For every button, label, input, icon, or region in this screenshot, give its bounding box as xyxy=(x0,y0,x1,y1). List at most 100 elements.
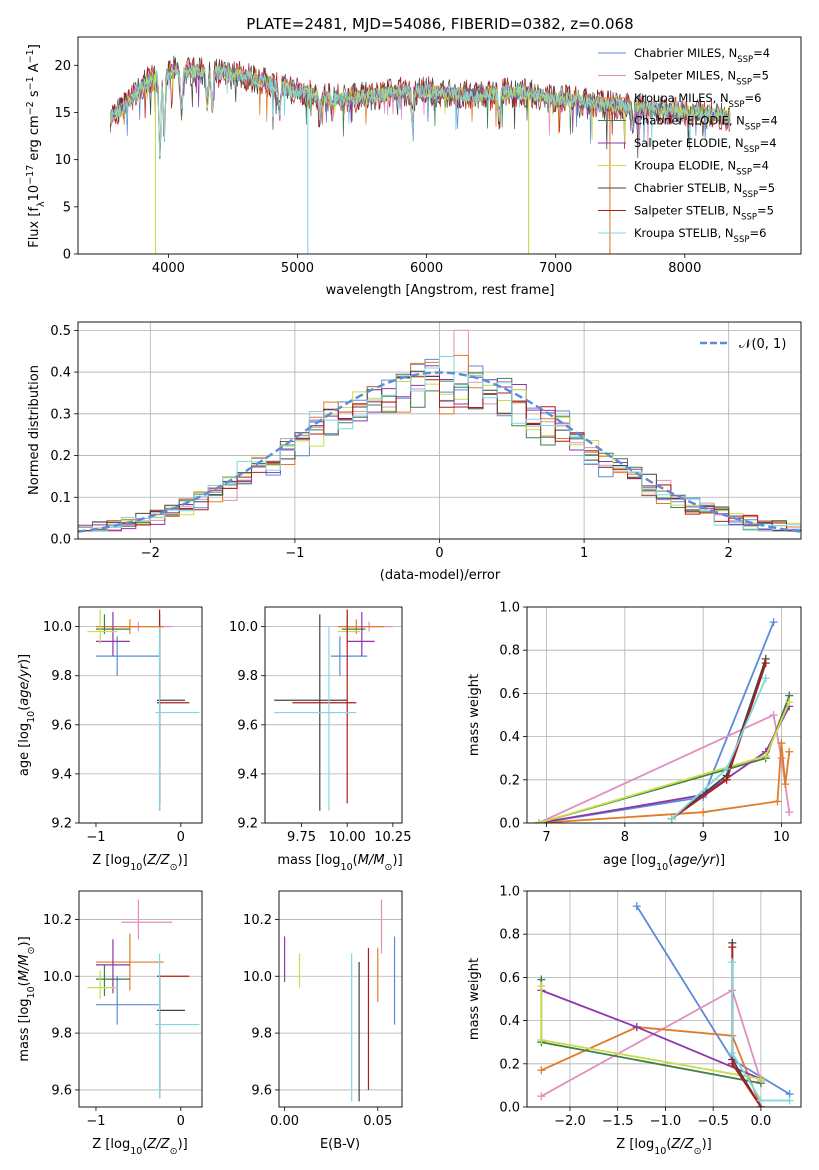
x-axis-label: Z [log10(Z/Z⊙)] xyxy=(616,1137,711,1157)
y-axis-label: Flux [fλ10−17 erg cm−2 s−1 A−1] xyxy=(25,44,47,248)
legend-label: Chabrier MILES, NSSP=4 xyxy=(634,46,770,65)
x-tick-label: −2.0 xyxy=(554,1114,586,1129)
label-part: =4 xyxy=(752,159,769,173)
y-tick-label: 10.0 xyxy=(229,620,258,635)
label-part: )] xyxy=(17,654,32,664)
data-point-marker xyxy=(777,739,786,748)
x-tick-label: 6000 xyxy=(410,261,443,276)
weight_vs_age-panel: 7 8 9 10 0.0 0.2 0.4 0.6 0.8 1.0 mass weight age [l… xyxy=(467,601,802,873)
label-part: s xyxy=(27,90,42,101)
label-part: =4 xyxy=(753,46,770,60)
label-part: erg cm xyxy=(27,115,42,164)
y-tick-label: 0.1 xyxy=(50,491,71,506)
x-tick-label: 0.0 xyxy=(751,1114,772,1129)
label-part: ( xyxy=(353,853,358,868)
label-part: =6 xyxy=(744,91,761,105)
x-tick-label: 0 xyxy=(177,1114,185,1129)
y-tick-label: 10.0 xyxy=(43,970,72,985)
x-tick-label: 8 xyxy=(621,830,629,845)
label-part: 10 xyxy=(341,862,353,873)
x-axis-label: age [log10(age/yr)] xyxy=(603,853,725,873)
label-part: SSP xyxy=(737,55,753,65)
label-part: age/yr xyxy=(673,853,716,868)
x-tick-label: 4000 xyxy=(152,261,185,276)
y-tick-label: 0.4 xyxy=(50,366,71,381)
label-part: −1 xyxy=(25,49,36,63)
label-part: )] xyxy=(393,853,403,868)
y-axis-label: age [log10(age/yr)] xyxy=(17,654,37,776)
label-part: SSP xyxy=(745,123,761,133)
x-axis-label: Z [log10(Z/Z⊙)] xyxy=(92,1137,187,1157)
data-point-marker xyxy=(761,752,770,761)
x-tick-label: 7 xyxy=(542,830,550,845)
data-point-marker xyxy=(769,618,778,627)
x-tick-label: −1 xyxy=(285,546,304,561)
data-point-marker xyxy=(785,808,794,817)
label-part: Flux [f xyxy=(27,207,42,248)
plot-area xyxy=(78,329,801,533)
weight-line xyxy=(538,713,791,823)
data-point-marker xyxy=(537,1066,546,1075)
label-part: Z [log xyxy=(616,1137,654,1152)
y-axis-label: mass weight xyxy=(467,674,482,756)
y-tick-label: 20 xyxy=(54,59,71,74)
label-part: ( xyxy=(142,1137,147,1152)
label-part: )] xyxy=(178,853,188,868)
x-tick-label: 9 xyxy=(699,830,707,845)
y-tick-label: 10.2 xyxy=(243,913,272,928)
weight-line xyxy=(540,989,762,1097)
x-tick-label: −1.5 xyxy=(602,1114,634,1129)
label-part: ( xyxy=(17,706,32,711)
label-part: Chabrier STELIB, N xyxy=(634,181,742,195)
data-point-marker xyxy=(761,659,770,668)
legend-label: Salpeter STELIB, NSSP=5 xyxy=(634,204,774,223)
x-axis-label: mass [log10(M/M⊙)] xyxy=(277,853,402,873)
label-part: λ xyxy=(36,201,47,207)
age_vs_mass-panel: 9.75 10.00 10.25 9.2 9.4 9.6 9.8 10.0 mass [log1… xyxy=(229,606,411,873)
label-part: 10 xyxy=(130,1146,142,1157)
legend-label: 𝒩(0, 1) xyxy=(739,337,786,352)
data-point-marker xyxy=(728,1059,737,1068)
x-tick-label: 2 xyxy=(725,546,733,561)
x-tick-label: 0.00 xyxy=(270,1114,299,1129)
y-tick-label: 0.6 xyxy=(499,687,520,702)
y-tick-label: 0.0 xyxy=(499,1101,520,1116)
plot-area xyxy=(87,899,200,1099)
label-part: age [log xyxy=(603,853,656,868)
y-tick-label: 9.8 xyxy=(51,1027,72,1042)
legend-label: Kroupa MILES, NSSP=6 xyxy=(634,91,761,110)
data-point-marker xyxy=(756,1074,765,1083)
legend-label: Kroupa ELODIE, NSSP=4 xyxy=(634,159,769,178)
y-tick-label: 9.8 xyxy=(237,669,258,684)
label-part: ⊙ xyxy=(170,862,178,873)
data-point-marker xyxy=(632,902,641,911)
legend-label: Chabrier ELODIE, NSSP=4 xyxy=(634,114,778,133)
label-part: =6 xyxy=(749,226,766,240)
y-tick-label: 0.2 xyxy=(499,1057,520,1072)
gaussian-curve xyxy=(78,371,801,533)
plot-area xyxy=(87,609,200,811)
x-tick-label: 7000 xyxy=(539,261,572,276)
label-part: ⊙ xyxy=(385,862,393,873)
y-axis-label: Normed distribution xyxy=(27,365,42,495)
label-part: 10 xyxy=(654,1146,666,1157)
y-tick-label: 9.6 xyxy=(51,1083,72,1098)
axes-frame xyxy=(526,890,802,1108)
label-part: ⊙ xyxy=(26,947,37,955)
axes-frame xyxy=(77,321,802,540)
label-part: Z/Z xyxy=(146,853,170,868)
legend-label: Salpeter ELODIE, NSSP=4 xyxy=(634,136,777,155)
histogram-step xyxy=(78,376,801,532)
label-part: 10 xyxy=(130,862,142,873)
label-part: A xyxy=(27,63,42,76)
y-tick-label: 1.0 xyxy=(499,601,520,616)
label-part: =4 xyxy=(761,114,778,128)
x-axis-label: E(B-V) xyxy=(320,1137,360,1152)
label-part: 10 xyxy=(26,711,37,723)
x-tick-label: 1 xyxy=(580,546,588,561)
label-part: mass [log xyxy=(17,998,32,1061)
label-part: Chabrier MILES, N xyxy=(634,46,737,60)
axes-frame xyxy=(78,606,203,824)
spectrum-panel: 4000 5000 6000 7000 8000 0 5 10 15 20 Chabrier MIL… xyxy=(25,36,802,298)
